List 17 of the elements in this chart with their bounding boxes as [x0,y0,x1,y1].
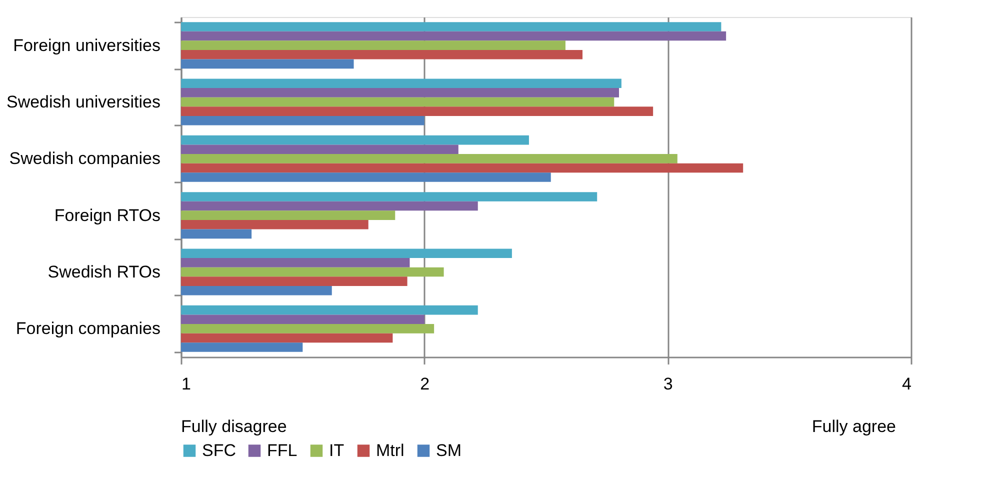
text: Fully disagree [181,417,287,436]
y-tick-label: Swedish universities [6,92,160,112]
text: Fully agree [812,417,896,436]
y-tick-label: Foreign companies [16,319,160,338]
y-tick-label: Swedish companies [9,149,160,168]
legend-label: IT [329,440,344,460]
legend-label: SFC [202,440,236,460]
y-tick-label: Foreign universities [13,36,160,55]
y-tick-label: Swedish RTOs [48,262,160,282]
legend-label: SM [436,440,462,460]
legend-label: FFL [267,440,298,460]
x-tick-label: 2 [420,374,430,394]
legend-label: Mtrl [376,440,404,460]
x-tick-label: 1 [182,374,191,394]
x-tick-label: 4 [902,374,912,394]
y-tick-label: Foreign RTOs [54,206,160,225]
x-tick-label: 3 [663,374,673,394]
